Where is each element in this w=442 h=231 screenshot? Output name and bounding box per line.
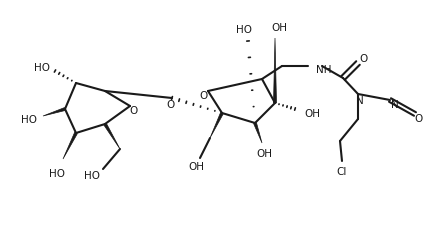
Text: NH: NH [316,65,332,75]
Polygon shape [104,124,120,149]
Polygon shape [210,113,223,138]
Text: OH: OH [188,161,204,171]
Text: OH: OH [256,148,272,158]
Text: O: O [415,113,423,123]
Text: Cl: Cl [337,166,347,176]
Text: O: O [199,91,207,100]
Polygon shape [254,123,262,143]
Text: HO: HO [34,63,50,73]
Text: HO: HO [236,25,252,35]
Polygon shape [63,133,77,159]
Text: HO: HO [84,170,100,180]
Text: N: N [391,100,399,109]
Text: HO: HO [49,168,65,178]
Text: HO: HO [21,115,37,125]
Polygon shape [43,108,65,116]
Text: OH: OH [304,109,320,119]
Text: OH: OH [271,23,287,33]
Text: N: N [356,96,364,106]
Polygon shape [274,39,277,103]
Text: O: O [129,106,137,116]
Text: O: O [166,100,174,109]
Text: O: O [360,54,368,64]
